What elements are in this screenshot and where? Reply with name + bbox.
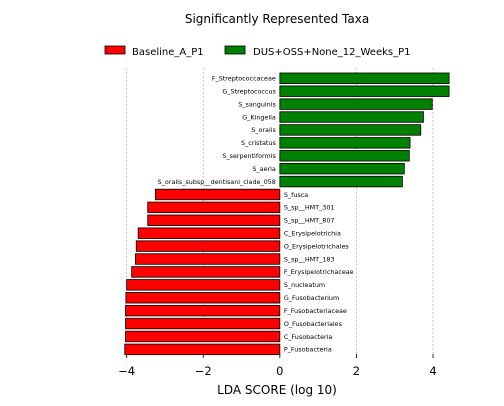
- bar-label-dus-5: S_cristatus: [241, 139, 276, 147]
- bar-baseline-12: [137, 227, 281, 239]
- legend-label-baseline: Baseline_A_P1: [132, 47, 204, 58]
- bar-label-dus-8: S_oralis_subsp__dentisani_clade_058: [158, 178, 276, 186]
- bar-label-dus-4: S_oralis: [251, 126, 276, 134]
- bar-baseline-19: [125, 317, 281, 330]
- bar-label-baseline-14: S_sp__HMT_183: [284, 255, 335, 263]
- x-tick-label-4: 4: [429, 364, 436, 378]
- bar-baseline-9: [154, 188, 281, 201]
- bar-label-baseline-11: S_sp__HMT_807: [284, 217, 335, 225]
- bar-label-baseline-17: G_Fusobacterium: [284, 294, 339, 302]
- bar-label-dus-0: F_Streptococcaceae: [212, 75, 276, 83]
- x-tick-label-1: −2: [195, 364, 212, 378]
- legend-swatch-dus: [224, 45, 246, 55]
- bar-baseline-18: [125, 304, 281, 317]
- bars: [124, 72, 450, 356]
- bar-baseline-15: [131, 266, 281, 278]
- bar-dus-2: [279, 98, 433, 110]
- legend: Baseline_A_P1 DUS+OSS+None_12_Weeks_P1: [104, 45, 411, 58]
- bar-dus-8: [279, 175, 403, 188]
- x-tick-label-3: 2: [353, 364, 360, 378]
- legend-swatch-baseline: [104, 45, 126, 55]
- bar-label-baseline-21: P_Fusobacteria: [284, 346, 332, 354]
- bar-label-baseline-9: S_fusca: [284, 191, 308, 199]
- legend-label-dus: DUS+OSS+None_12_Weeks_P1: [253, 47, 411, 58]
- bar-label-baseline-20: C_Fusobacteria: [284, 333, 333, 341]
- bar-labels: F_Streptococcaceae G_Streptococcus S_sangu…: [158, 75, 354, 354]
- bar-baseline-17: [125, 292, 281, 304]
- bar-label-dus-3: G_Kingella: [242, 113, 276, 121]
- bar-baseline-21: [124, 343, 281, 356]
- bar-dus-3: [279, 111, 424, 123]
- x-axis-label: LDA SCORE (log 10): [217, 383, 337, 397]
- x-tick-label-2: 0: [276, 364, 283, 378]
- bar-dus-7: [279, 162, 405, 175]
- bar-label-baseline-16: S_nucleatum: [284, 281, 325, 289]
- x-axis: −4 −2 0 2 4: [118, 354, 437, 378]
- bar-baseline-20: [125, 330, 281, 343]
- bar-label-baseline-19: O_Fusobacteriales: [284, 320, 343, 328]
- bar-baseline-10: [147, 201, 281, 214]
- bar-label-dus-7: S_aeria: [252, 165, 276, 173]
- x-tick-label-0: −4: [118, 364, 135, 378]
- bar-label-dus-1: G_Streptococcus: [222, 88, 276, 96]
- bar-label-baseline-15: F_Erysipelotrichaceae: [284, 268, 354, 276]
- bar-dus-6: [279, 150, 410, 162]
- bar-label-dus-6: S_serpentiformis: [222, 152, 276, 160]
- bar-label-dus-2: S_sanguinis: [238, 100, 276, 108]
- bar-baseline-13: [135, 240, 281, 252]
- bar-dus-0: [279, 72, 450, 84]
- bar-label-baseline-13: O_Erysipelotrichales: [284, 242, 350, 250]
- bar-dus-1: [279, 85, 450, 97]
- bar-baseline-14: [135, 253, 281, 265]
- bar-label-baseline-12: C_Erysipelotrichia: [284, 230, 341, 238]
- bar-label-baseline-18: F_Fusobacteriaceae: [284, 307, 347, 315]
- bar-dus-5: [279, 137, 411, 149]
- bar-baseline-11: [147, 214, 281, 226]
- bar-dus-4: [279, 124, 422, 136]
- bar-label-baseline-10: S_sp__HMT_301: [284, 204, 335, 212]
- chart-title: Significantly Represented Taxa: [185, 12, 369, 26]
- bar-baseline-16: [126, 279, 281, 291]
